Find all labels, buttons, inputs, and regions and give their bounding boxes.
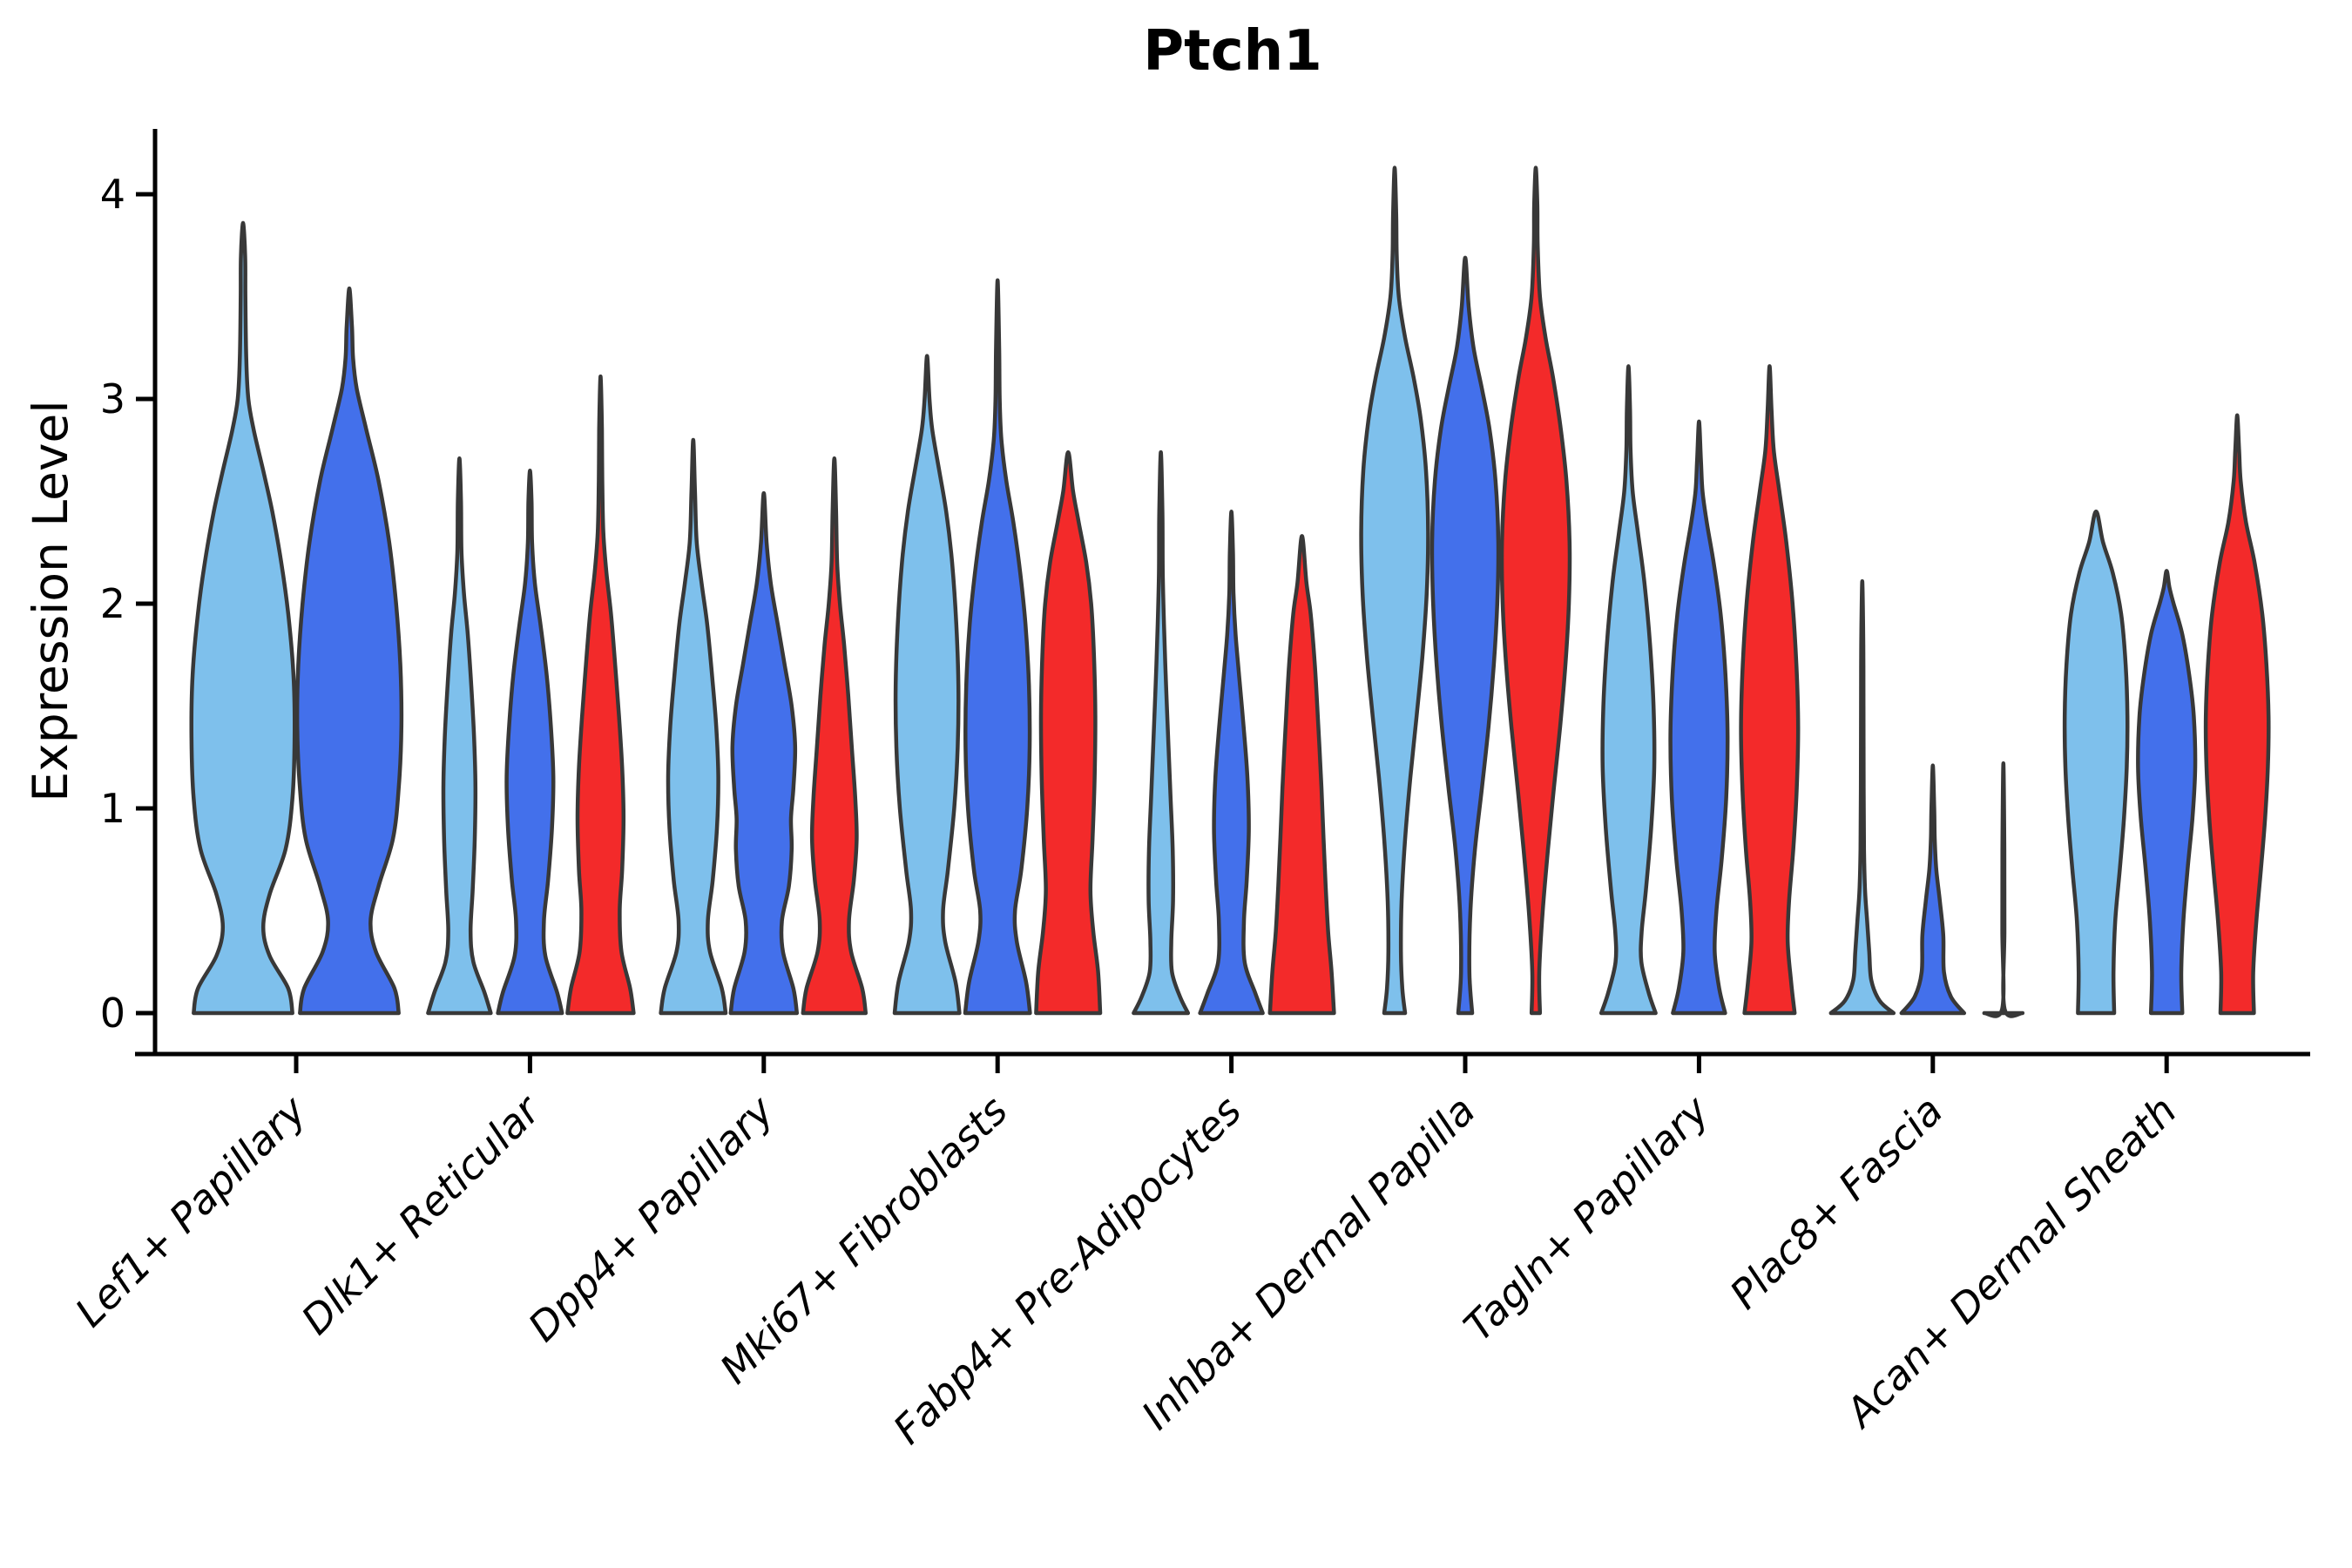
violin-plac8-fascia-blue: [1899, 763, 1967, 1016]
violin-dpp4-papillary-light_blue: [659, 437, 728, 1016]
violin-dlk1-reticular-blue: [496, 469, 564, 1016]
violin-acan-dermal-sheath-blue: [2136, 569, 2198, 1016]
violin-lef1-papillary-blue: [294, 286, 404, 1016]
violin-dlk1-reticular-red: [565, 374, 636, 1016]
chart-title: Ptch1: [1143, 19, 1322, 84]
y-tick-label-4: 4: [100, 171, 125, 218]
x-tick-label-dlk1-reticular: Dlk1+ Reticular: [293, 1085, 551, 1343]
violin-tagln-papillary-red: [1739, 364, 1801, 1016]
x-tick-label-lef1-papillary: Lef1+ Papillary: [66, 1086, 315, 1335]
x-tick-label-dpp4-papillary: Dpp4+ Papillary: [519, 1086, 783, 1350]
violin-plac8-fascia-light_blue: [1828, 578, 1896, 1016]
violin-mki67-fibroblasts-red: [1034, 449, 1103, 1016]
violin-dpp4-papillary-red: [801, 456, 868, 1016]
violin-fabp4-pre-adipocytes-red: [1267, 534, 1336, 1016]
violin-fabp4-pre-adipocytes-light_blue: [1132, 449, 1191, 1016]
x-tick-label-tagln-papillary: Tagln+ Papillary: [1455, 1086, 1719, 1350]
y-tick-label-1: 1: [100, 785, 125, 832]
violin-plac8-fascia-red: [1982, 761, 2025, 1018]
x-tick-label-plac8-fascia: Plac8+ Fascia: [1720, 1087, 1951, 1318]
violin-mki67-fibroblasts-light_blue: [892, 354, 962, 1016]
violin-inhba-dermal-papilla-light_blue: [1359, 166, 1430, 1016]
y-tick-label-2: 2: [100, 580, 125, 627]
violin-dlk1-reticular-light_blue: [426, 456, 493, 1016]
violin-mki67-fibroblasts-blue: [963, 278, 1032, 1016]
violin-acan-dermal-sheath-light_blue: [2062, 510, 2130, 1016]
violin-lef1-papillary-light_blue: [189, 220, 297, 1016]
violin-inhba-dermal-papilla-red: [1499, 166, 1572, 1016]
y-axis-label: Expression Level: [23, 400, 78, 802]
violin-inhba-dermal-papilla-blue: [1429, 255, 1501, 1016]
violin-fabp4-pre-adipocytes-blue: [1198, 510, 1265, 1016]
violin-acan-dermal-sheath-red: [2203, 413, 2271, 1016]
violin-tagln-papillary-blue: [1668, 419, 1730, 1016]
y-tick-label-3: 3: [100, 375, 125, 422]
violin-tagln-papillary-light_blue: [1598, 364, 1658, 1016]
violin-dpp4-papillary-blue: [728, 490, 800, 1016]
y-tick-label-0: 0: [100, 990, 125, 1037]
